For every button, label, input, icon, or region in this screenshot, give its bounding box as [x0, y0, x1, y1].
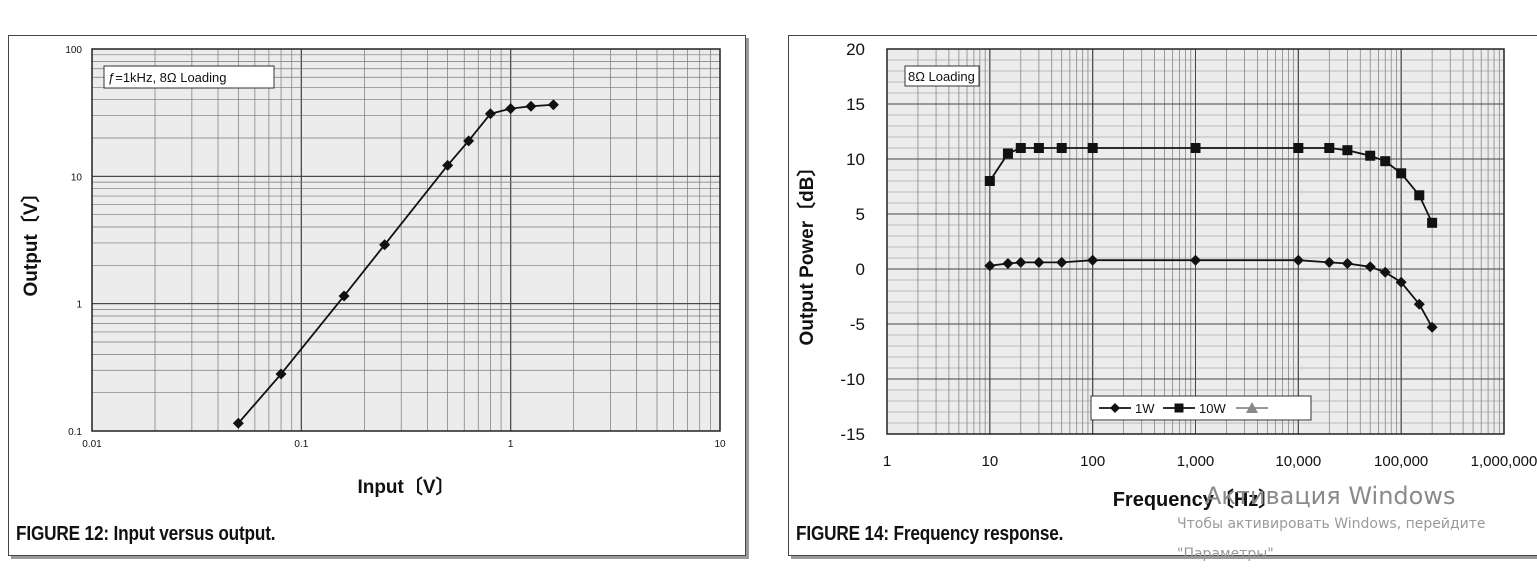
y-tick-label: 1 [76, 300, 82, 311]
data-point-diamond [1087, 254, 1099, 266]
x-tick-label: 0.01 [82, 439, 102, 450]
data-point-square [1324, 143, 1335, 153]
annotation-box [103, 65, 275, 89]
legend-marker-triangle [1246, 402, 1258, 413]
data-point-diamond [1292, 254, 1304, 266]
data-point-square [1365, 150, 1376, 161]
x-tick-label: 10,000 [1275, 453, 1321, 470]
legend-label: 1W [1135, 401, 1155, 416]
windows-activation-line2: "Параметры". [1177, 546, 1279, 562]
windows-activation-line1: Чтобы активировать Windows, перейдите [1177, 516, 1486, 532]
figure-12-panel: 0.01 0.1 1 10 0.1 1 10 100 Input〔V〕 Output〔V〕 ƒ=1k… [8, 35, 746, 556]
data-point-diamond [1379, 266, 1391, 278]
data-point-square [1342, 145, 1353, 156]
y-tick-label: 0.1 [68, 427, 82, 438]
data-point-square [1427, 217, 1438, 228]
data-point-diamond [1002, 258, 1014, 269]
y-tick-label: 5 [856, 205, 865, 224]
data-point-square [1087, 143, 1098, 153]
series-line-output [237, 103, 554, 424]
x-tick-label: 100,000 [1374, 453, 1428, 470]
annotation-box [904, 65, 980, 87]
plot-area [92, 49, 720, 431]
data-point-diamond [984, 260, 996, 272]
chart-frequency-response: 1 10 100 1,000 10,000 100,000 1,000,000 20 15 10 5… [795, 40, 1537, 511]
x-tick-label: 10 [714, 439, 726, 450]
x-tick-label: 1,000 [1177, 453, 1215, 470]
data-point-diamond [525, 100, 537, 112]
y-tick-label: 15 [846, 95, 865, 114]
y-tick-label: 10 [71, 172, 83, 183]
data-point-diamond [275, 368, 287, 380]
x-axis-title: Input〔V〕 [357, 475, 454, 498]
y-axis-title: Output Power〔dB〕 [795, 158, 818, 346]
plot-frame [886, 48, 1505, 435]
y-tick-label: 20 [846, 40, 865, 59]
data-point-square [1190, 143, 1201, 153]
y-axis-title: Output〔V〕 [19, 184, 42, 297]
x-tick-label: 0.1 [294, 439, 308, 450]
data-point-diamond [338, 290, 350, 302]
windows-activation-title: Активация Windows [1205, 482, 1456, 510]
y-tick-label: -10 [840, 370, 865, 389]
figure-14-caption: FIGURE 14: Frequency response. [796, 523, 1064, 545]
legend-marker-square [1174, 403, 1184, 413]
chart-input-vs-output: 0.01 0.1 1 100.1110100Input〔V〕Output〔V〕ƒ=1k… [19, 45, 726, 498]
data-point-diamond [379, 239, 391, 251]
data-point-square [1033, 143, 1044, 153]
data-point-square [1414, 190, 1425, 201]
data-point-diamond [1364, 261, 1376, 273]
data-point-diamond [1413, 298, 1425, 310]
data-point-diamond [547, 99, 559, 111]
x-tick-label: 1 [883, 453, 891, 470]
legend-marker-diamond [1110, 403, 1120, 413]
data-point-square [1015, 143, 1026, 153]
x-tick-label: 100 [1080, 453, 1105, 470]
legend-label: 10W [1199, 401, 1226, 416]
data-point-diamond [1341, 258, 1353, 269]
figure-14-panel: 1 10 100 1,000 10,000 100,000 1,000,000 20 15 10 5… [788, 35, 1537, 556]
x-tick-label: 1 [508, 439, 514, 450]
y-tick-label: -15 [840, 425, 865, 444]
data-point-square [984, 176, 995, 186]
data-point-square [1002, 148, 1013, 159]
y-tick-label: 10 [846, 150, 865, 169]
data-point-diamond [505, 103, 517, 115]
data-point-diamond [1015, 256, 1027, 268]
data-point-square [1396, 168, 1407, 179]
x-tick-label: 1,000,000 [1471, 453, 1537, 470]
annotation-label: 8Ω Loading [908, 69, 975, 84]
y-tick-label: 100 [65, 45, 82, 56]
figure-12-caption: FIGURE 12: Input versus output. [16, 523, 276, 545]
data-point-diamond [1033, 256, 1045, 268]
data-point-square [1380, 156, 1391, 167]
data-point-diamond [1323, 256, 1335, 268]
data-point-diamond [1426, 321, 1438, 333]
data-point-diamond [1190, 254, 1201, 266]
legend: 1W 10W [1090, 395, 1312, 421]
data-point-diamond [1395, 276, 1407, 288]
y-tick-label: 0 [856, 260, 865, 279]
grid [91, 48, 721, 432]
annotation-label: ƒ=1kHz, 8Ω Loading [108, 70, 227, 85]
data-point-square [1293, 143, 1304, 153]
data-point-square [1056, 143, 1067, 153]
data-point-diamond [442, 159, 454, 171]
data-point-diamond [1056, 256, 1068, 268]
y-tick-label: -5 [850, 315, 865, 334]
data-point-diamond [463, 135, 475, 147]
plot-frame [91, 48, 721, 432]
data-point-diamond [484, 108, 496, 120]
x-tick-label: 10 [981, 453, 998, 470]
x-axis-title: Frequency〔Hz〕 [1113, 488, 1279, 511]
data-point-diamond [232, 417, 244, 429]
